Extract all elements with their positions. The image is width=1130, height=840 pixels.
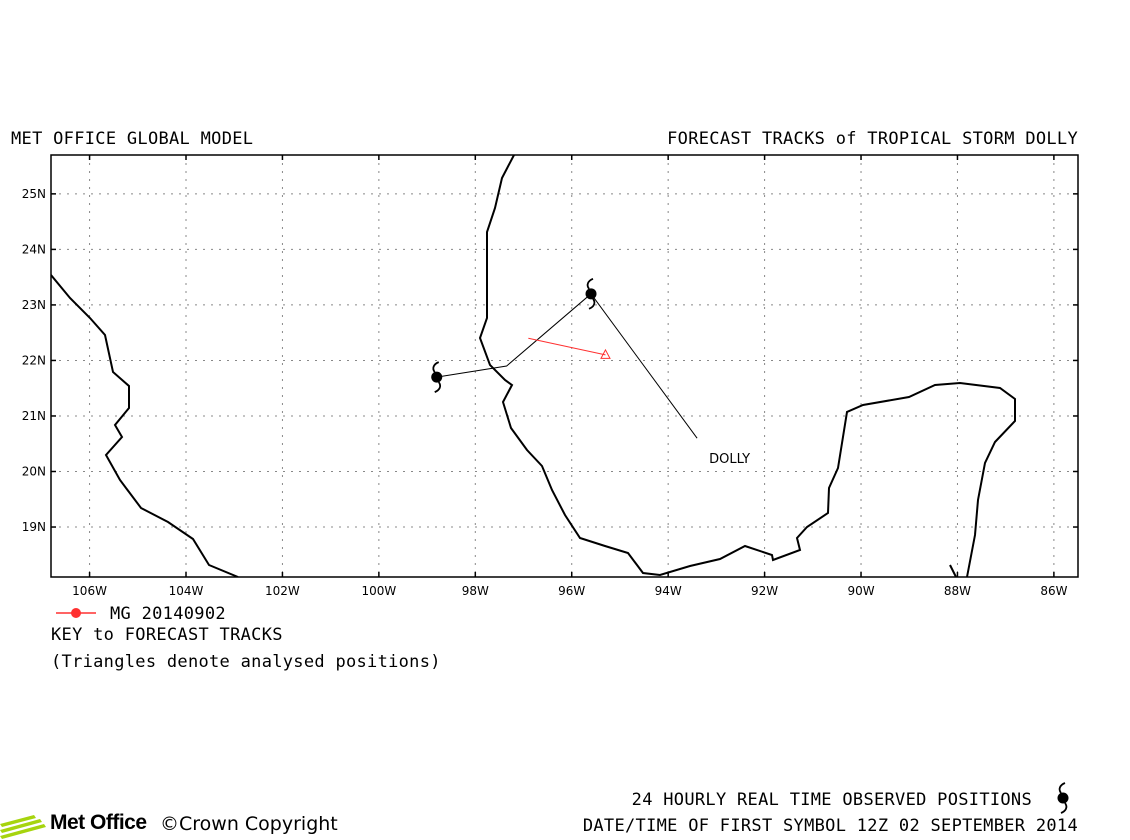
lat-tick-label: 23N	[22, 298, 46, 312]
tracks-layer: DOLLY	[430, 277, 750, 467]
lon-tick-label: 96W	[558, 584, 585, 598]
lon-tick-label: 90W	[847, 584, 874, 598]
lon-tick-label: 106W	[72, 584, 107, 598]
lat-tick-label: 25N	[22, 187, 46, 201]
lon-tick-label: 92W	[751, 584, 778, 598]
lon-tick-label: 98W	[462, 584, 489, 598]
hurricane-symbol-icon	[1056, 782, 1070, 814]
met-office-brand: Met Office	[50, 811, 147, 834]
observed-positions-note: 24 HOURLY REAL TIME OBSERVED POSITIONS	[631, 790, 1032, 810]
axis-ticks: 19N 20N 21N 22N 23N 24N 25N 106W 104W 102W 100W 98W…	[22, 155, 1078, 598]
lon-tick-label: 86W	[1040, 584, 1067, 598]
legend-dot	[71, 608, 81, 618]
legend-swatch	[56, 608, 96, 618]
lon-tick-label: 88W	[944, 584, 971, 598]
copyright-notice: ©Crown Copyright	[160, 813, 338, 835]
lat-tick-label: 22N	[22, 353, 46, 367]
map-frame	[50, 154, 1079, 578]
model-title: MET OFFICE GLOBAL MODEL	[11, 129, 254, 149]
lat-tick-label: 21N	[22, 409, 46, 423]
lon-tick-label: 102W	[265, 584, 300, 598]
lon-tick-label: 100W	[361, 584, 396, 598]
lat-tick-label: 20N	[22, 465, 46, 479]
observed-track	[436, 293, 592, 378]
map-grid	[51, 155, 1078, 577]
chart-title: FORECAST TRACKS of TROPICAL STORM DOLLY	[667, 129, 1078, 149]
lon-tick-label: 94W	[655, 584, 682, 598]
legend-note: (Triangles denote analysed positions)	[51, 652, 441, 672]
legend-key-title: KEY to FORECAST TRACKS	[51, 625, 283, 645]
forecast-track-mg	[528, 337, 606, 356]
storm-label-leader	[590, 293, 698, 439]
first-symbol-datetime: DATE/TIME OF FIRST SYMBOL 12Z 02 SEPTEMB…	[582, 816, 1078, 836]
analysed-position-triangle	[600, 348, 611, 359]
lat-tick-label: 19N	[22, 520, 46, 534]
observed-position-symbol	[430, 361, 444, 394]
lat-tick-label: 24N	[22, 242, 46, 256]
observed-position-symbol	[584, 277, 598, 310]
met-office-logo-icon	[0, 815, 46, 839]
storm-name-label: DOLLY	[709, 452, 750, 467]
lon-tick-label: 104W	[169, 584, 204, 598]
coastline	[51, 155, 1016, 577]
legend-entry-label: MG 20140902	[110, 604, 226, 624]
